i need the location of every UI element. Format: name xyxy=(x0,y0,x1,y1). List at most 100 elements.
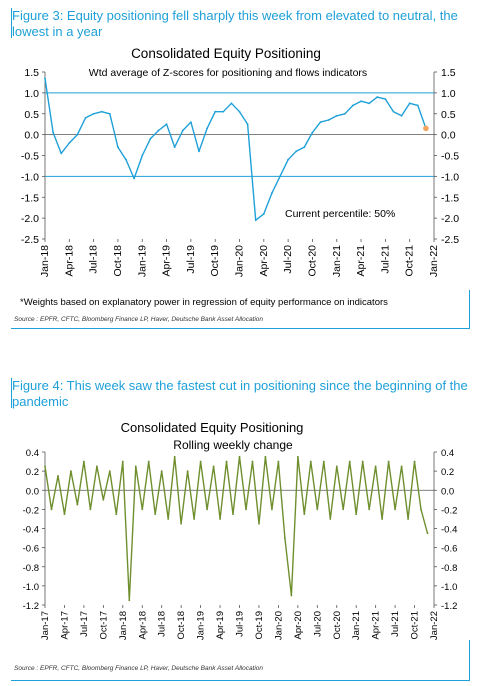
data-point xyxy=(271,508,273,511)
data-point xyxy=(392,110,395,113)
data-point xyxy=(225,460,228,463)
chart-subtitle: Rolling weekly change xyxy=(173,438,293,452)
data-point xyxy=(352,104,354,107)
data-point xyxy=(154,513,157,516)
y-tick-label-left: 0.4 xyxy=(26,448,39,459)
figure-4-chart: Consolidated Equity Positioning Rolling … xyxy=(23,420,458,640)
figure-4-bottom-rule xyxy=(11,680,470,681)
x-tick-label: Jan-18 xyxy=(118,611,129,640)
data-point xyxy=(173,455,176,458)
x-tick-label: Oct-20 xyxy=(332,611,343,640)
data-point xyxy=(102,498,105,501)
data-point xyxy=(416,104,419,107)
data-point xyxy=(384,98,387,101)
x-tick-label: Jul-18 xyxy=(88,245,100,274)
y-tick-label-right: 0.0 xyxy=(441,130,456,142)
x-tick-label: Jan-21 xyxy=(331,245,343,277)
x-tick-label: Apr-21 xyxy=(355,245,367,277)
data-point xyxy=(327,119,330,121)
data-point xyxy=(413,460,416,463)
data-point xyxy=(426,532,429,535)
data-point xyxy=(44,77,46,80)
y-tick-label-right: 1.0 xyxy=(441,88,456,100)
data-point xyxy=(181,129,184,132)
x-tick-label: Jan-21 xyxy=(351,611,362,640)
x-tick-label: Apr-17 xyxy=(59,611,70,640)
y-tick-label-left: 0.0 xyxy=(26,486,39,497)
data-point xyxy=(258,522,260,525)
x-tick-label: Jul-18 xyxy=(157,611,168,637)
data-point xyxy=(186,470,189,473)
data-point xyxy=(343,112,346,115)
data-point xyxy=(44,465,46,468)
data-point xyxy=(63,513,66,516)
y-tick-label-left: 0.5 xyxy=(24,109,39,121)
data-point xyxy=(264,455,267,458)
x-tick-label: Jan-20 xyxy=(234,245,246,277)
x-tick-label: Jul-20 xyxy=(312,611,323,637)
data-point xyxy=(279,175,281,178)
figure-3-right-rule xyxy=(469,290,470,328)
y-tick-label-left: -0.2 xyxy=(23,505,39,516)
data-point xyxy=(52,131,55,134)
x-tick-label: Oct-18 xyxy=(112,245,124,277)
x-tick-label: Apr-20 xyxy=(258,245,270,277)
y-tick-label-left: 1.0 xyxy=(24,88,39,100)
data-point xyxy=(108,112,111,115)
data-point xyxy=(238,455,241,458)
data-point xyxy=(60,152,63,155)
y-tick-label-left: 1.5 xyxy=(24,67,39,79)
x-tick-label: Jul-17 xyxy=(79,611,90,637)
x-tick-label: Jan-17 xyxy=(40,611,51,640)
data-point xyxy=(376,96,379,98)
x-tick-label: Oct-17 xyxy=(98,611,109,640)
data-point xyxy=(309,460,312,463)
data-point xyxy=(246,123,249,126)
data-point xyxy=(387,460,390,463)
x-tick-label: Jan-20 xyxy=(273,611,284,640)
x-tick-label: Jan-19 xyxy=(196,611,207,640)
y-tick-label-right: -1.0 xyxy=(441,582,457,593)
data-point xyxy=(121,460,124,463)
data-point xyxy=(134,465,137,468)
y-tick-label-left: -1.5 xyxy=(21,192,39,204)
data-point xyxy=(316,508,319,511)
data-point xyxy=(319,121,322,123)
y-tick-label-right: 1.5 xyxy=(441,67,456,79)
figure-3-title: Figure 3: Equity positioning fell sharpl… xyxy=(12,8,458,39)
data-point xyxy=(322,460,325,463)
y-tick-label-left: -0.8 xyxy=(23,563,39,574)
data-point xyxy=(400,114,403,117)
data-point xyxy=(160,470,163,473)
data-point xyxy=(360,100,362,103)
figure-4-title: Figure 4: This week saw the fastest cut … xyxy=(12,378,468,409)
data-point xyxy=(407,518,409,520)
data-point xyxy=(108,470,111,473)
data-point xyxy=(420,508,422,511)
data-point xyxy=(245,508,247,511)
data-point xyxy=(206,508,208,511)
data-point xyxy=(76,503,79,506)
y-tick-label-left: -1.0 xyxy=(23,582,39,593)
y-tick-label-left: -1.2 xyxy=(23,601,39,612)
y-tick-label-left: 0.0 xyxy=(24,130,39,142)
data-point xyxy=(157,129,160,132)
data-point xyxy=(70,470,72,473)
data-point xyxy=(232,513,234,516)
data-point xyxy=(141,154,144,157)
y-tick-label-right: 0.5 xyxy=(441,109,456,121)
data-point xyxy=(295,150,298,153)
data-point xyxy=(76,133,79,136)
y-tick-label-right: -0.4 xyxy=(441,525,457,536)
chart-annotation: Current percentile: 50% xyxy=(285,208,395,220)
figure-3-bottom-rule xyxy=(11,328,470,329)
data-point xyxy=(115,513,118,516)
data-point xyxy=(342,508,345,511)
x-tick-label: Jan-22 xyxy=(429,611,440,640)
data-point xyxy=(167,518,170,520)
data-point xyxy=(100,110,103,113)
y-tick-label-left: -1.0 xyxy=(21,171,39,183)
x-tick-label: Apr-18 xyxy=(63,245,75,277)
x-tick-label: Oct-21 xyxy=(404,245,416,277)
data-point xyxy=(92,112,95,115)
